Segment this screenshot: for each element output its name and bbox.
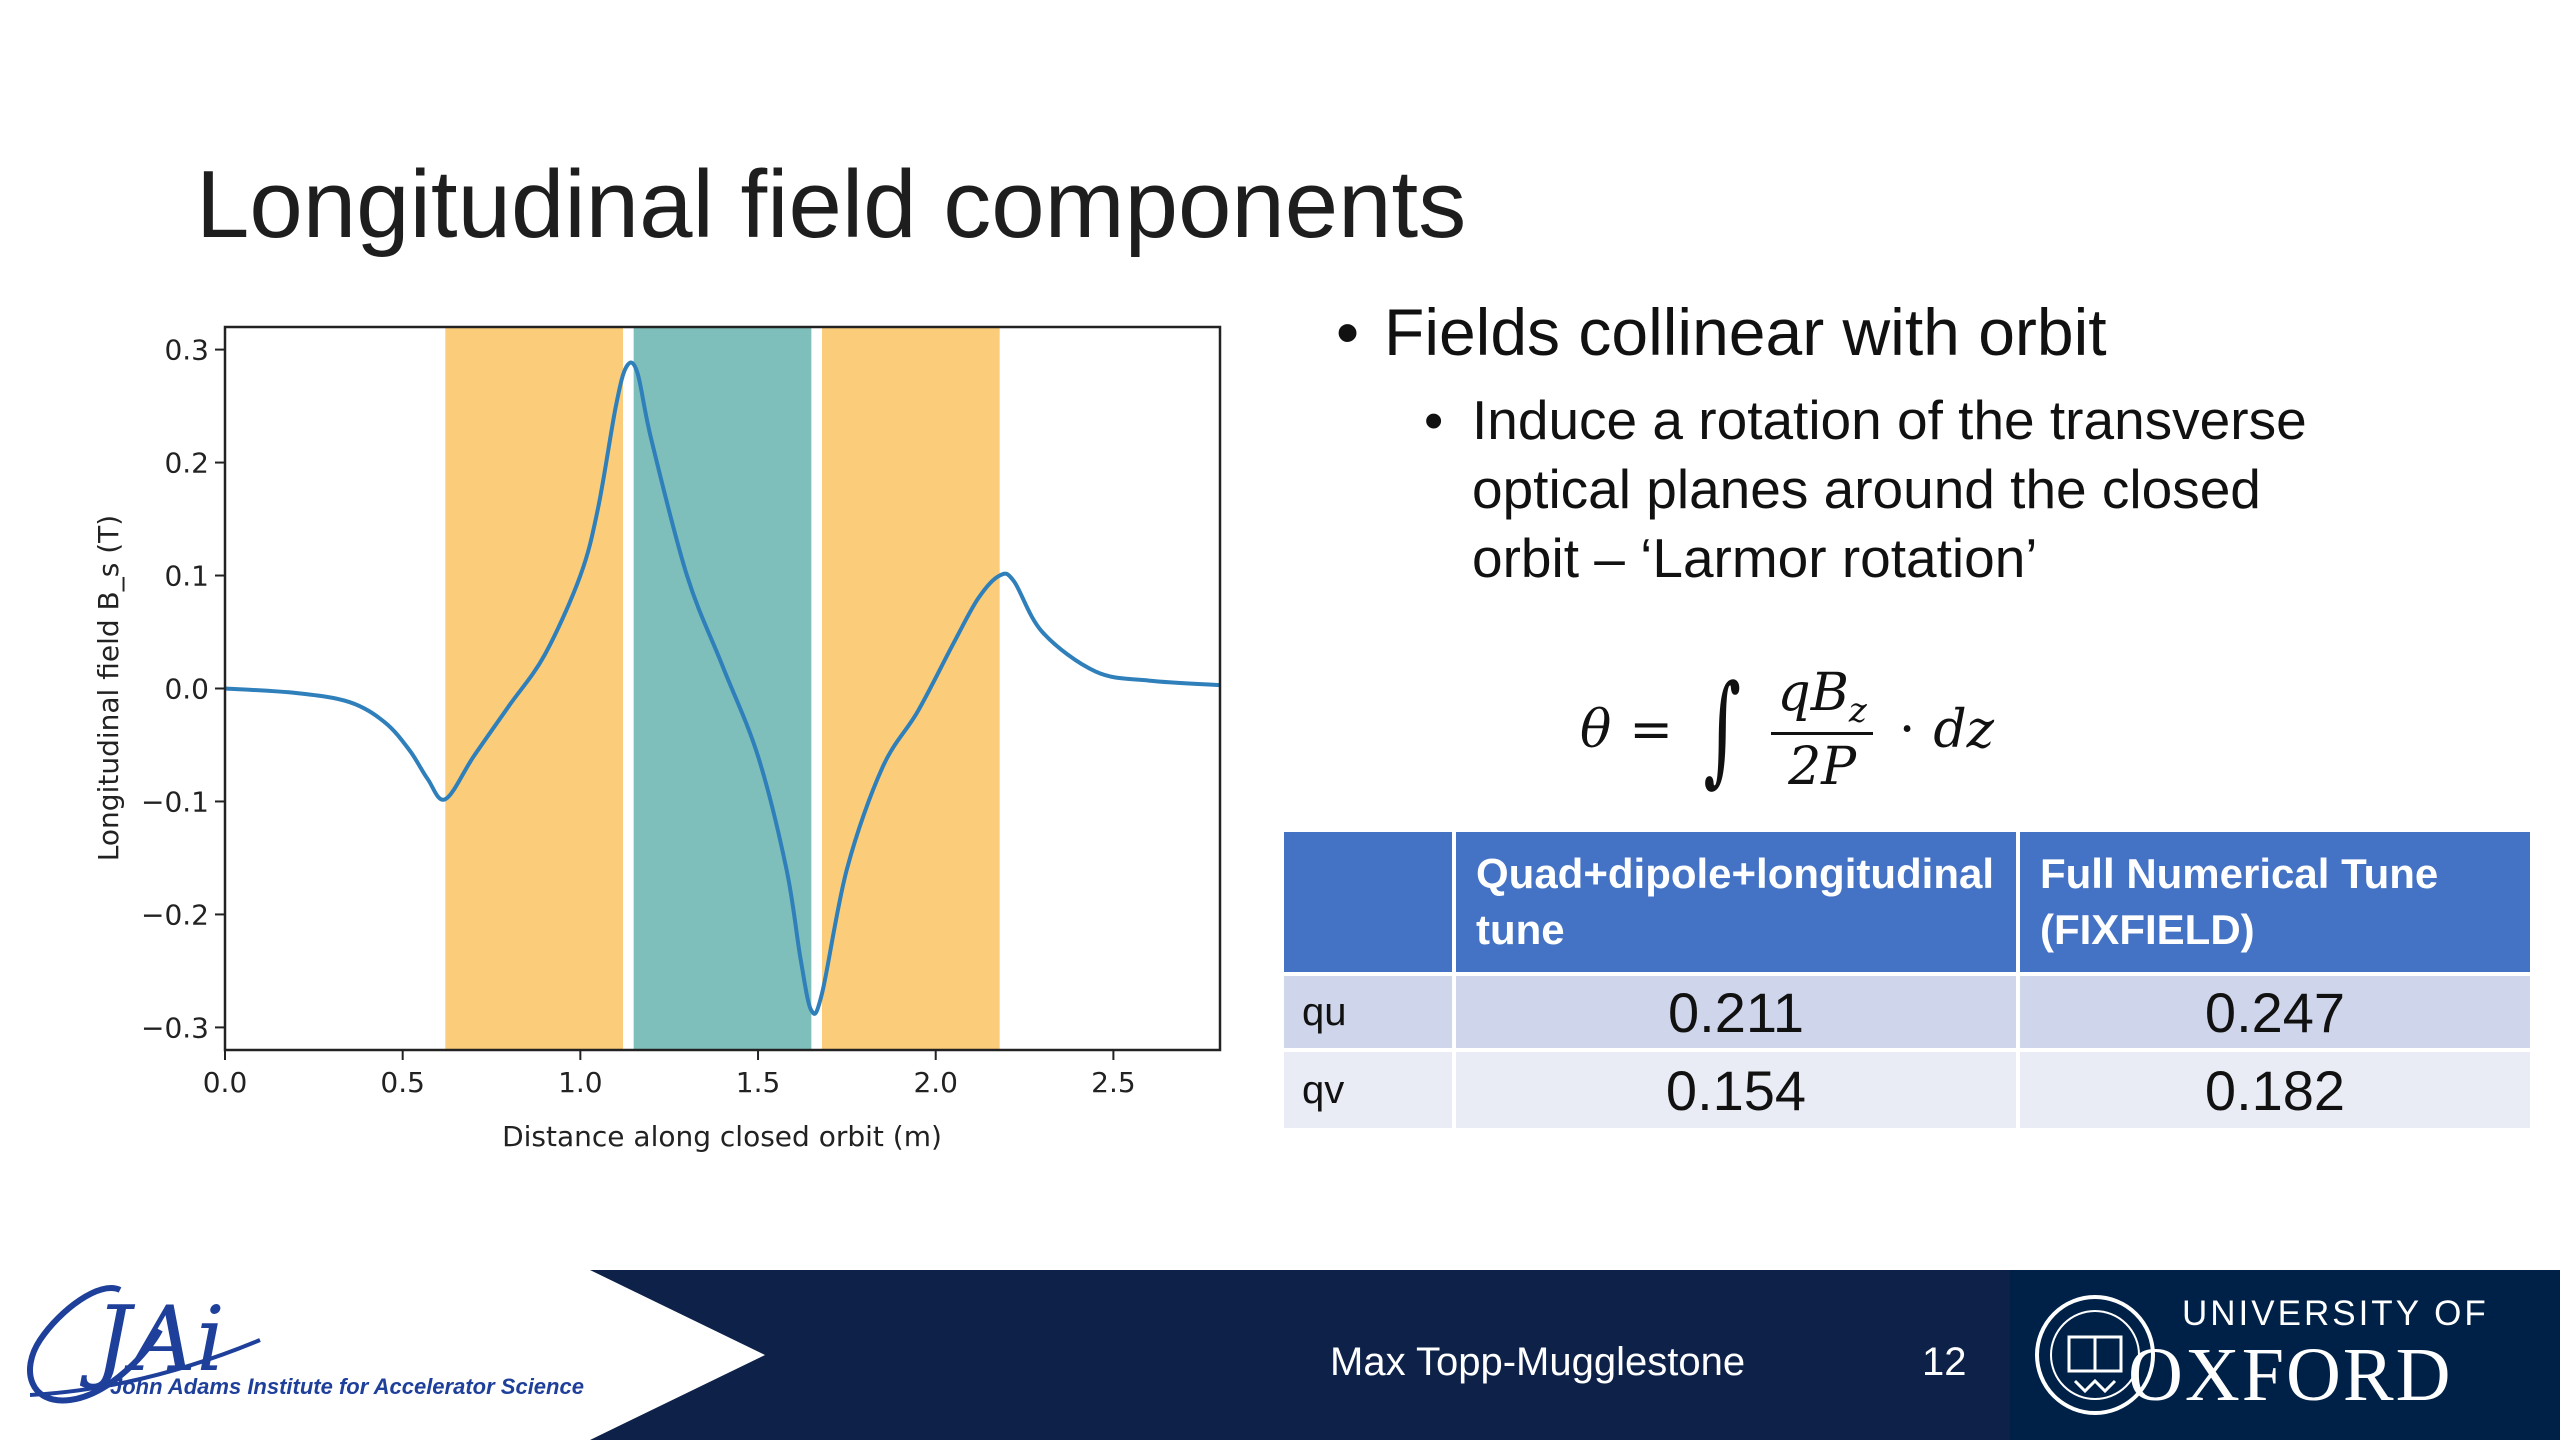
x-tick-label: 1.0 <box>558 1066 603 1099</box>
y-tick-label: 0.0 <box>164 673 209 706</box>
x-tick-label: 0.0 <box>203 1066 248 1099</box>
tune-table: Quad+dipole+longitudinal tune Full Numer… <box>1280 828 2534 1132</box>
y-axis-label: Longitudinal field B_s (T) <box>92 515 125 861</box>
jai-logo: JAi John Adams Institute for Accelerator… <box>27 1285 584 1404</box>
header-model-tune: Quad+dipole+longitudinal tune <box>1452 828 2020 976</box>
bullet-sub: Induce a rotation of the transverse opti… <box>1424 386 2372 593</box>
slide-title: Longitudinal field components <box>196 151 1467 258</box>
y-ticks: 0.3 0.2 0.1 0.0 −0.1 −0.2 −0.3 <box>141 334 225 1044</box>
x-tick-label: 2.0 <box>913 1066 958 1099</box>
y-tick-label: 0.2 <box>164 447 209 480</box>
integral-sign: ∫ <box>1703 660 1741 799</box>
oxford-logo-bg <box>2010 1270 2560 1440</box>
cell-qu-numerical: 0.247 <box>2016 972 2534 1052</box>
formula-dot: · <box>1898 700 1916 760</box>
y-tick-label: 0.3 <box>164 334 209 367</box>
y-tick-label: −0.3 <box>141 1011 209 1044</box>
header-numerical-tune: Full Numerical Tune (FIXFIELD) <box>2016 828 2534 976</box>
formula-fraction: qBz 2P <box>1771 663 1873 798</box>
cell-qv-model: 0.154 <box>1452 1048 2020 1132</box>
oxford-wordmark: OXFORD <box>2128 1333 2453 1417</box>
y-tick-label: −0.2 <box>141 898 209 931</box>
svg-text:JAi: JAi <box>79 1287 225 1392</box>
magnet-band-2 <box>822 327 1000 1050</box>
x-ticks: 0.0 0.5 1.0 1.5 2.0 2.5 <box>203 1050 1136 1099</box>
university-label: UNIVERSITY OF <box>2182 1294 2489 1333</box>
x-tick-label: 0.5 <box>380 1066 425 1099</box>
larmor-formula: θ = ∫ qBz 2P · dz <box>1580 660 1994 800</box>
y-tick-label: −0.1 <box>141 785 209 818</box>
bullet-list: Fields collinear with orbit Induce a rot… <box>1328 290 2528 593</box>
magnet-bands <box>445 327 1000 1050</box>
header-empty <box>1280 828 1456 976</box>
field-line <box>224 360 1221 1016</box>
x-tick-label: 2.5 <box>1091 1066 1136 1099</box>
page-number: 12 <box>1922 1340 1967 1384</box>
cell-qv-numerical: 0.182 <box>2016 1048 2534 1132</box>
magnet-band-0 <box>445 327 623 1050</box>
row-label-qv: qv <box>1280 1048 1456 1132</box>
presenter-name: Max Topp-Mugglestone <box>1330 1340 1746 1384</box>
cell-qu-model: 0.211 <box>1452 972 2020 1052</box>
institute-name: John Adams Institute for Accelerator Sci… <box>110 1374 584 1399</box>
row-label-qu: qu <box>1280 972 1456 1052</box>
magnet-band-1 <box>633 327 812 1050</box>
fraction-numerator: qBz <box>1771 663 1873 736</box>
table-row: qv 0.154 0.182 <box>1280 1048 2534 1132</box>
bullet-main: Fields collinear with orbit <box>1328 290 2528 374</box>
y-tick-label: 0.1 <box>164 560 209 593</box>
fraction-denominator: 2P <box>1788 737 1857 798</box>
table-row: qu 0.211 0.247 <box>1280 972 2534 1052</box>
field-series <box>224 360 1221 1016</box>
oxford-crest-icon <box>2035 1295 2155 1415</box>
x-tick-label: 1.5 <box>736 1066 781 1099</box>
table-header-row: Quad+dipole+longitudinal tune Full Numer… <box>1280 828 2534 976</box>
x-axis-label: Distance along closed orbit (m) <box>502 1120 942 1153</box>
field-chart: 0.0 0.5 1.0 1.5 2.0 2.5 0.3 0.2 0.1 0.0 −0.1 −0.2 −… <box>92 325 1222 1153</box>
formula-dz: dz <box>1933 700 1995 760</box>
formula-equals: = <box>1629 700 1673 760</box>
formula-theta: θ <box>1580 700 1612 760</box>
